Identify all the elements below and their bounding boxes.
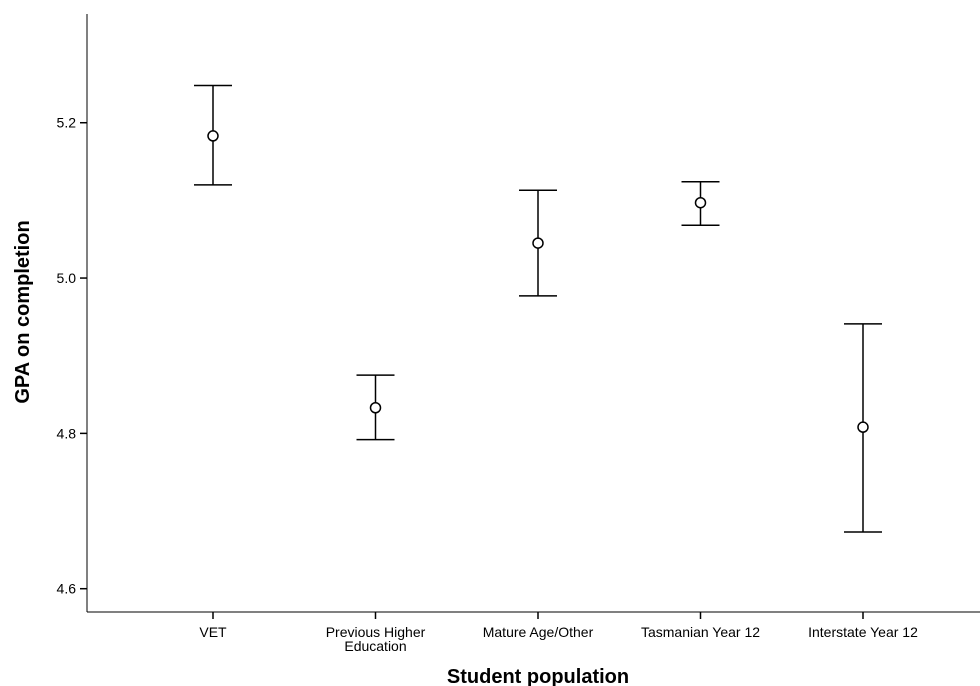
x-tick-label: Interstate Year 12 <box>808 624 918 640</box>
y-tick-label: 4.6 <box>57 581 77 597</box>
y-tick-label: 5.0 <box>57 270 77 286</box>
x-tick-label: Tasmanian Year 12 <box>641 624 760 640</box>
y-tick-label: 5.2 <box>57 115 77 131</box>
mean-point <box>369 401 382 414</box>
x-axis-title: Student population <box>447 666 629 686</box>
plot-marks <box>194 84 882 533</box>
mean-point <box>694 196 707 209</box>
x-tick-label: Mature Age/Other <box>483 624 594 640</box>
x-tick-label: Previous Higher Education <box>326 624 426 654</box>
mean-point <box>857 421 869 433</box>
axes: 4.6 4.8 5.0 5.2 VET Previous Higher Education M… <box>57 14 980 654</box>
mean-point <box>532 237 544 249</box>
x-tick-label: VET <box>199 624 227 640</box>
y-tick-label: 4.8 <box>57 425 77 441</box>
mean-point <box>207 130 219 142</box>
y-axis-title: GPA on completion <box>12 220 34 403</box>
